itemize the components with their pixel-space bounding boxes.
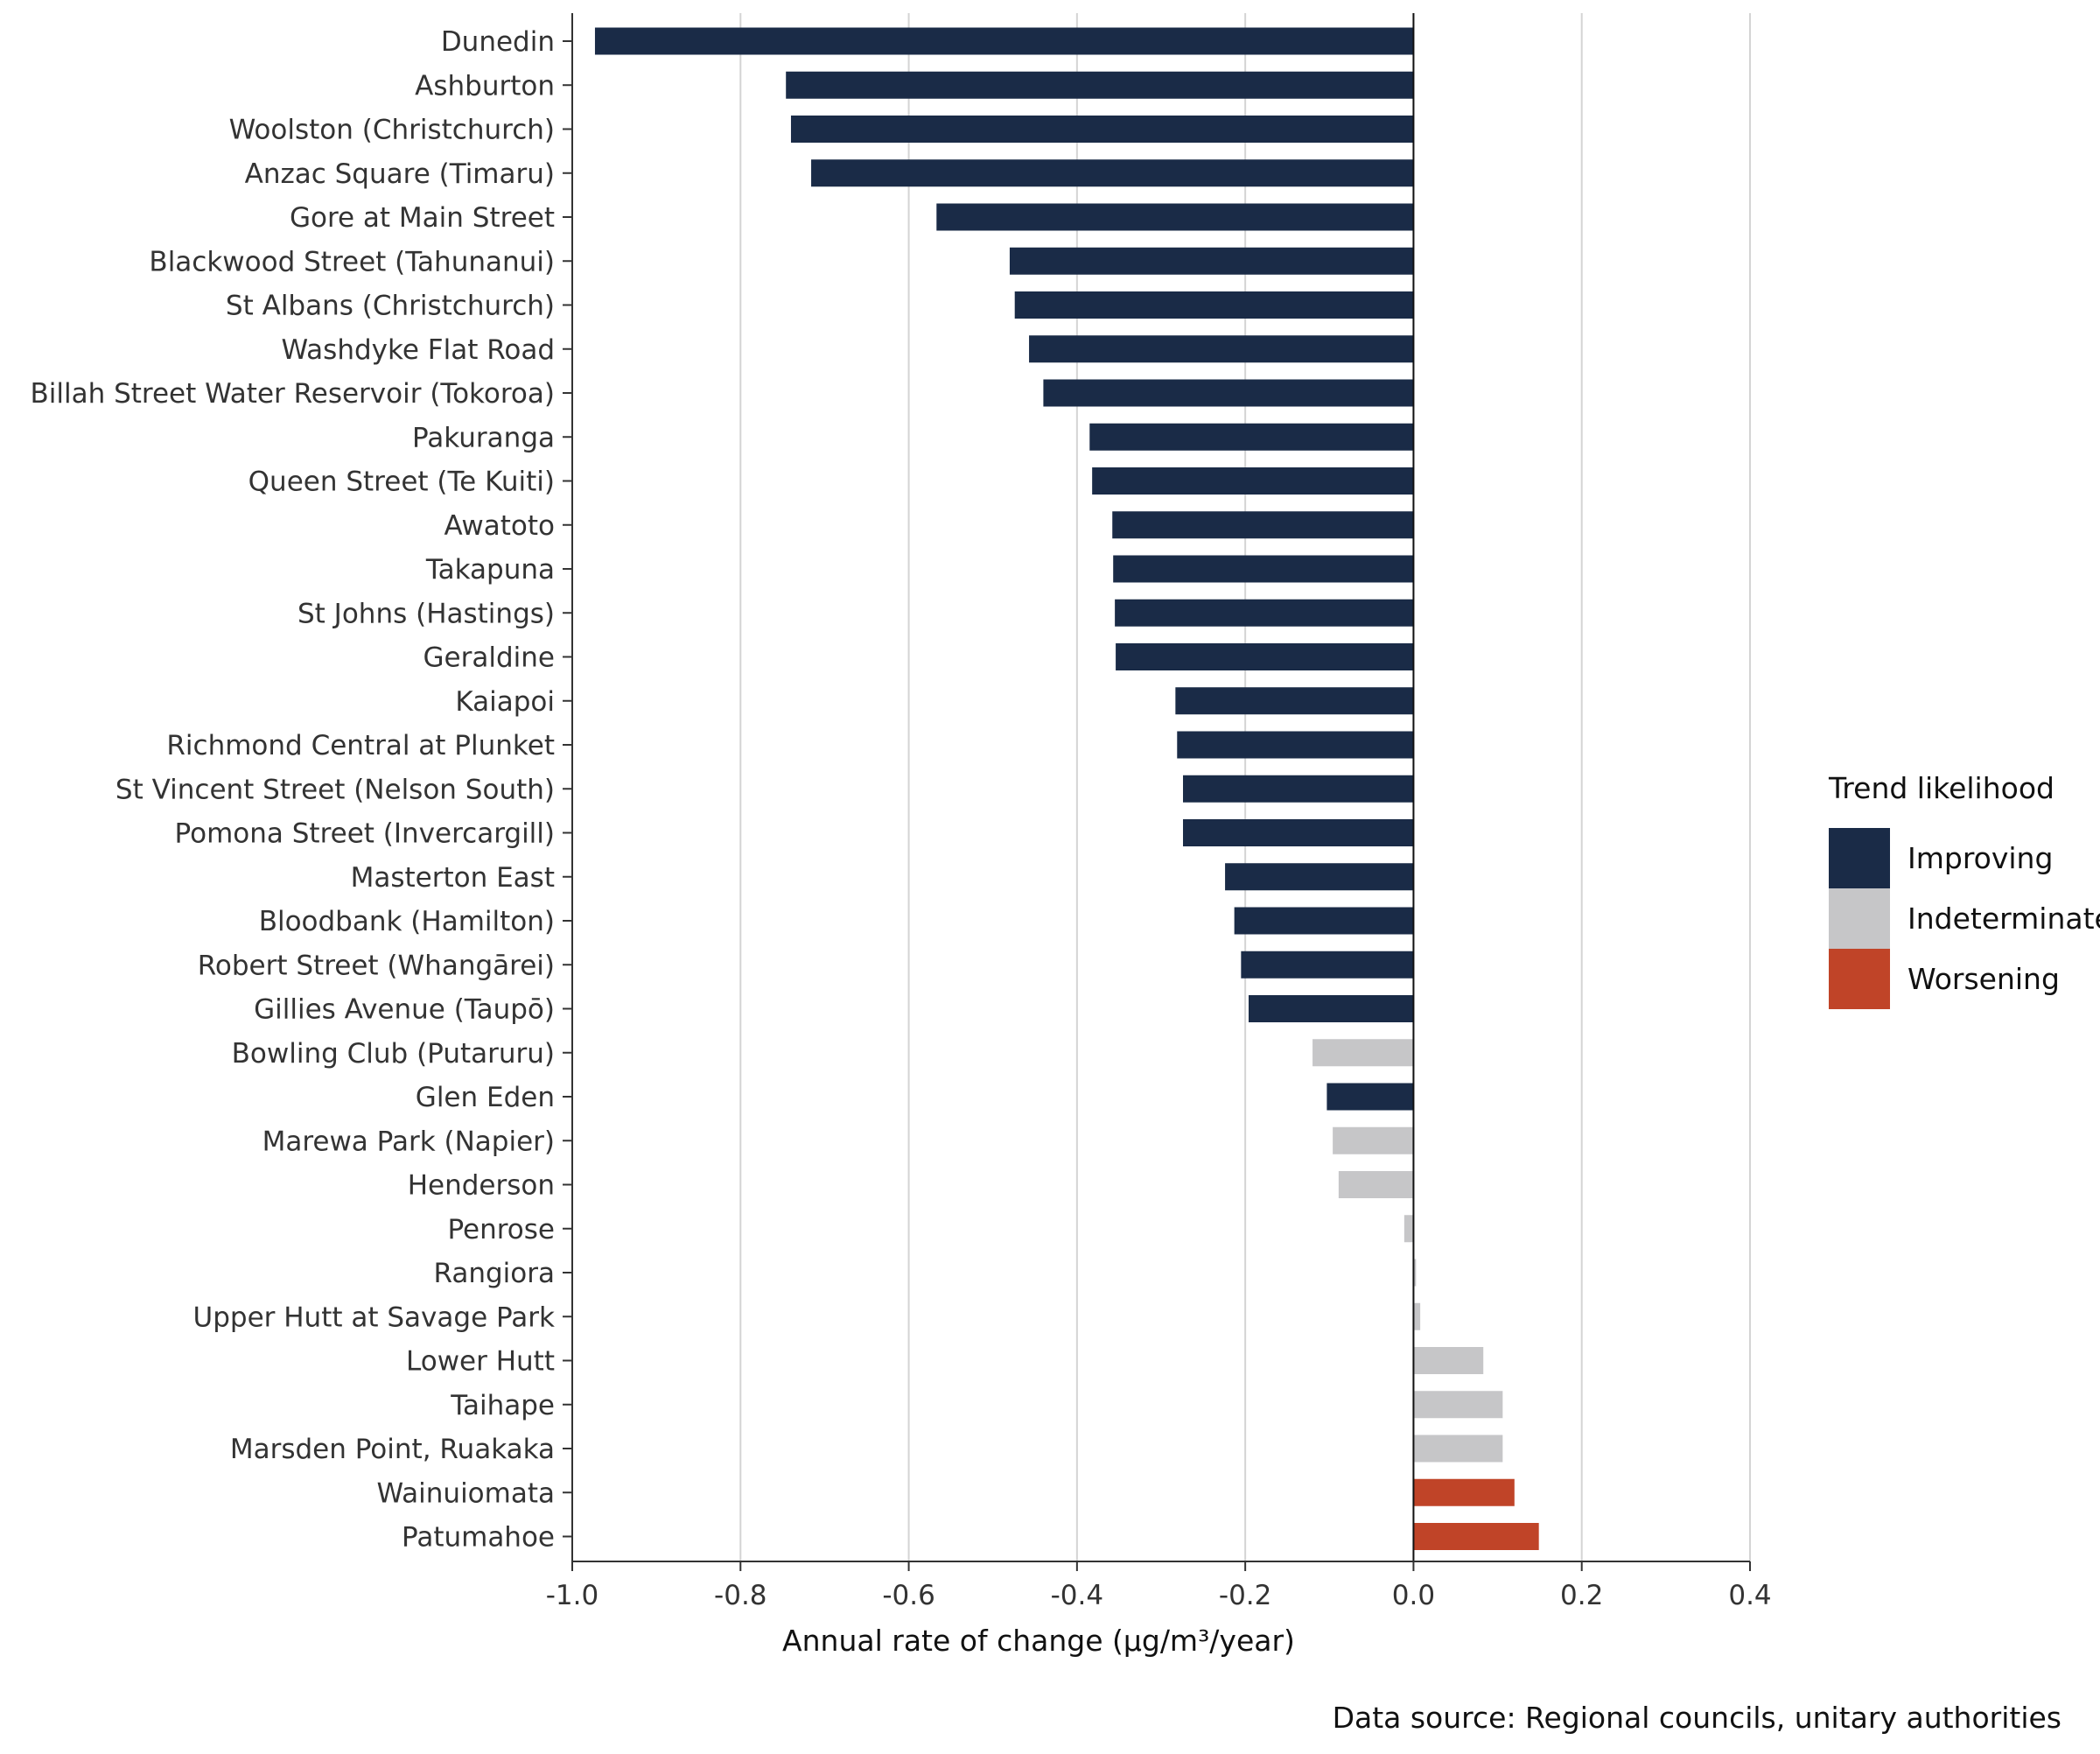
- category-label-12: Takapuna: [425, 554, 555, 586]
- bar-19: [1225, 863, 1414, 891]
- category-label-26: Henderson: [408, 1170, 555, 1202]
- bar-28: [1413, 1259, 1417, 1287]
- bar-8: [1043, 379, 1414, 407]
- bars: [594, 27, 1539, 1550]
- x-axis-title: Annual rate of change (µg/m³/year): [782, 1624, 1295, 1658]
- bar-23: [1312, 1039, 1414, 1067]
- category-label-29: Upper Hutt at Savage Park: [193, 1301, 556, 1333]
- category-label-0: Dunedin: [441, 26, 555, 58]
- category-label-2: Woolston (Christchurch): [229, 115, 555, 146]
- x-tick-labels: -1.0 -0.8 -0.6 -0.4 -0.2 0.0 0.2 0.4: [546, 1580, 1772, 1611]
- x-tick-label-1: -0.8: [714, 1580, 767, 1611]
- bar-31: [1413, 1391, 1503, 1419]
- bar-16: [1177, 731, 1414, 759]
- category-label-30: Lower Hutt: [406, 1346, 555, 1378]
- x-tick-label-3: -0.4: [1051, 1580, 1104, 1611]
- bar-24: [1326, 1083, 1414, 1111]
- axes: [563, 13, 1751, 1571]
- bar-0: [594, 27, 1414, 55]
- bar-5: [1009, 247, 1414, 275]
- bar-9: [1089, 423, 1414, 451]
- category-label-11: Awatoto: [444, 510, 555, 542]
- legend-label-improving: Improving: [1908, 841, 2053, 875]
- x-tick-label-7: 0.4: [1728, 1580, 1771, 1611]
- legend-swatch-worsening: [1829, 949, 1890, 1009]
- category-label-17: St Vincent Street (Nelson South): [116, 774, 555, 805]
- category-label-24: Glen Eden: [416, 1082, 555, 1113]
- category-label-8: Billah Street Water Reservoir (Tokoroa): [30, 378, 555, 410]
- bar-27: [1404, 1215, 1414, 1243]
- legend: Trend likelihood Improving Indeterminate…: [1828, 771, 2100, 1009]
- x-tick-label-2: -0.6: [882, 1580, 935, 1611]
- bar-11: [1112, 511, 1414, 539]
- category-label-31: Taihape: [450, 1390, 555, 1421]
- category-label-9: Pakuranga: [412, 422, 555, 453]
- bar-22: [1248, 995, 1414, 1022]
- x-tick-label-5: 0.0: [1392, 1580, 1435, 1611]
- bar-26: [1338, 1171, 1414, 1198]
- category-label-20: Bloodbank (Hamilton): [259, 906, 555, 937]
- bar-21: [1241, 951, 1414, 979]
- bar-6: [1014, 291, 1414, 319]
- category-label-27: Penrose: [447, 1214, 555, 1245]
- bar-10: [1092, 467, 1414, 495]
- category-label-13: St Johns (Hastings): [298, 598, 555, 629]
- bar-14: [1116, 643, 1414, 670]
- legend-label-worsening: Worsening: [1908, 962, 2060, 996]
- category-label-28: Rangiora: [433, 1258, 555, 1289]
- bar-30: [1413, 1347, 1484, 1374]
- x-tick-label-6: 0.2: [1560, 1580, 1603, 1611]
- category-label-6: St Albans (Christchurch): [226, 291, 555, 322]
- category-label-4: Gore at Main Street: [290, 202, 555, 234]
- bar-13: [1115, 599, 1414, 627]
- category-label-23: Bowling Club (Putaruru): [232, 1038, 555, 1070]
- legend-swatch-indeterminate: [1829, 888, 1890, 949]
- bar-4: [936, 203, 1414, 231]
- category-label-21: Robert Street (Whangārei): [198, 950, 555, 981]
- x-tick-label-0: -1.0: [546, 1580, 599, 1611]
- category-label-18: Pomona Street (Invercargill): [175, 818, 555, 850]
- bar-1: [786, 71, 1414, 99]
- bar-20: [1234, 907, 1414, 935]
- category-label-10: Queen Street (Te Kuiti): [248, 467, 555, 498]
- bar-25: [1333, 1126, 1414, 1154]
- bar-29: [1413, 1302, 1421, 1330]
- data-source-note: Data source: Regional councils, unitary …: [1333, 1701, 2062, 1735]
- category-label-3: Anzac Square (Timaru): [245, 158, 555, 190]
- category-label-5: Blackwood Street (Tahunanui): [149, 246, 555, 277]
- bar-3: [811, 159, 1414, 187]
- category-label-16: Richmond Central at Plunket: [166, 730, 555, 761]
- bar-12: [1113, 555, 1414, 583]
- bar-33: [1413, 1478, 1515, 1506]
- bar-18: [1182, 819, 1414, 846]
- category-label-19: Masterton East: [351, 862, 555, 894]
- bar-17: [1182, 775, 1414, 803]
- bar-34: [1413, 1523, 1539, 1550]
- category-label-14: Geraldine: [424, 642, 555, 674]
- legend-label-indeterminate: Indeterminate: [1908, 902, 2100, 936]
- category-label-22: Gillies Avenue (Taupō): [254, 994, 555, 1026]
- bar-7: [1029, 335, 1414, 363]
- legend-title: Trend likelihood: [1828, 771, 2054, 805]
- x-tick-label-4: -0.2: [1219, 1580, 1272, 1611]
- bar-32: [1413, 1435, 1503, 1463]
- category-label-15: Kaiapoi: [455, 686, 555, 718]
- category-label-1: Ashburton: [415, 70, 555, 102]
- category-label-32: Marsden Point, Ruakaka: [230, 1434, 555, 1465]
- category-label-33: Wainuiomata: [377, 1477, 556, 1509]
- grid-lines: [571, 13, 1751, 1561]
- category-label-34: Patumahoe: [402, 1522, 555, 1554]
- bar-2: [790, 116, 1414, 143]
- category-label-25: Marewa Park (Napier): [262, 1126, 555, 1157]
- category-label-7: Washdyke Flat Road: [282, 334, 556, 366]
- legend-swatch-improving: [1829, 828, 1890, 888]
- bar-15: [1175, 687, 1414, 715]
- category-labels: Dunedin Ashburton Woolston (Christchurch) A…: [30, 26, 555, 1554]
